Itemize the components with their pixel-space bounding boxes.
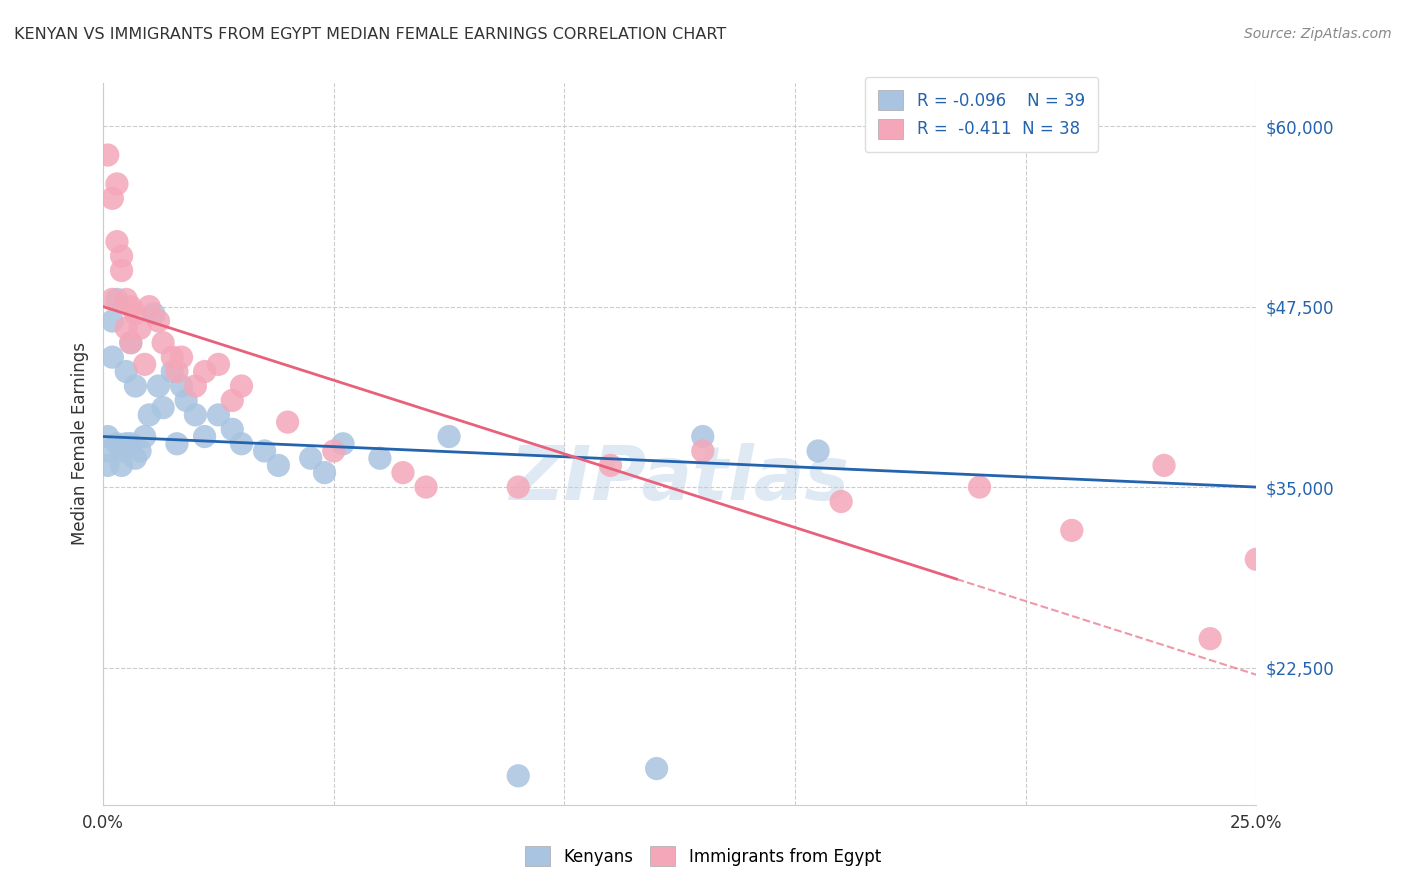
Point [142,307,165,321]
Point [170,350,193,364]
Point [101,314,124,328]
Point [166,436,188,450]
Text: ZIPatlas: ZIPatlas [510,443,849,516]
Point [207,357,229,371]
Point [124,379,146,393]
Point [1199,632,1222,646]
Point [110,444,132,458]
Point [508,480,530,494]
Point [184,408,207,422]
Point [277,415,299,429]
Point [162,365,184,379]
Point [115,293,138,307]
Point [120,335,142,350]
Legend: R = -0.096    N = 39, R =  -0.411  N = 38: R = -0.096 N = 39, R = -0.411 N = 38 [865,77,1098,153]
Point [1153,458,1175,473]
Point [110,458,132,473]
Point [599,458,621,473]
Point [1246,552,1268,566]
Point [124,451,146,466]
Point [124,307,146,321]
Point [152,335,174,350]
Point [134,429,156,443]
Point [170,379,193,393]
Point [110,263,132,277]
Point [138,408,160,422]
Point [97,444,120,458]
Point [253,444,276,458]
Point [148,314,170,328]
Point [207,408,229,422]
Point [174,393,197,408]
Point [645,762,668,776]
Point [194,429,217,443]
Point [120,436,142,450]
Point [969,480,991,494]
Point [221,393,243,408]
Point [437,429,460,443]
Point [120,300,142,314]
Point [807,444,830,458]
Point [368,451,391,466]
Point [152,401,174,415]
Text: Source: ZipAtlas.com: Source: ZipAtlas.com [1244,27,1392,41]
Point [392,466,415,480]
Point [184,379,207,393]
Point [166,365,188,379]
Point [129,444,152,458]
Point [97,458,120,473]
Point [105,177,128,191]
Point [830,494,852,508]
Point [231,436,253,450]
Point [267,458,290,473]
Point [97,429,120,443]
Point [115,321,138,335]
Point [221,422,243,436]
Point [115,436,138,450]
Text: KENYAN VS IMMIGRANTS FROM EGYPT MEDIAN FEMALE EARNINGS CORRELATION CHART: KENYAN VS IMMIGRANTS FROM EGYPT MEDIAN F… [14,27,727,42]
Point [162,350,184,364]
Point [1060,524,1083,538]
Point [332,436,354,450]
Point [138,300,160,314]
Point [194,365,217,379]
Point [105,235,128,249]
Point [508,769,530,783]
Point [134,357,156,371]
Point [314,466,336,480]
Legend: Kenyans, Immigrants from Egypt: Kenyans, Immigrants from Egypt [517,838,889,875]
Point [148,379,170,393]
Point [101,293,124,307]
Point [692,429,714,443]
Y-axis label: Median Female Earnings: Median Female Earnings [72,343,89,545]
Point [322,444,344,458]
Point [231,379,253,393]
Point [129,321,152,335]
Point [97,148,120,162]
Point [110,249,132,263]
Point [105,293,128,307]
Point [692,444,714,458]
Point [299,451,322,466]
Point [105,436,128,450]
Point [115,365,138,379]
Point [120,335,142,350]
Point [415,480,437,494]
Point [101,191,124,205]
Point [101,350,124,364]
